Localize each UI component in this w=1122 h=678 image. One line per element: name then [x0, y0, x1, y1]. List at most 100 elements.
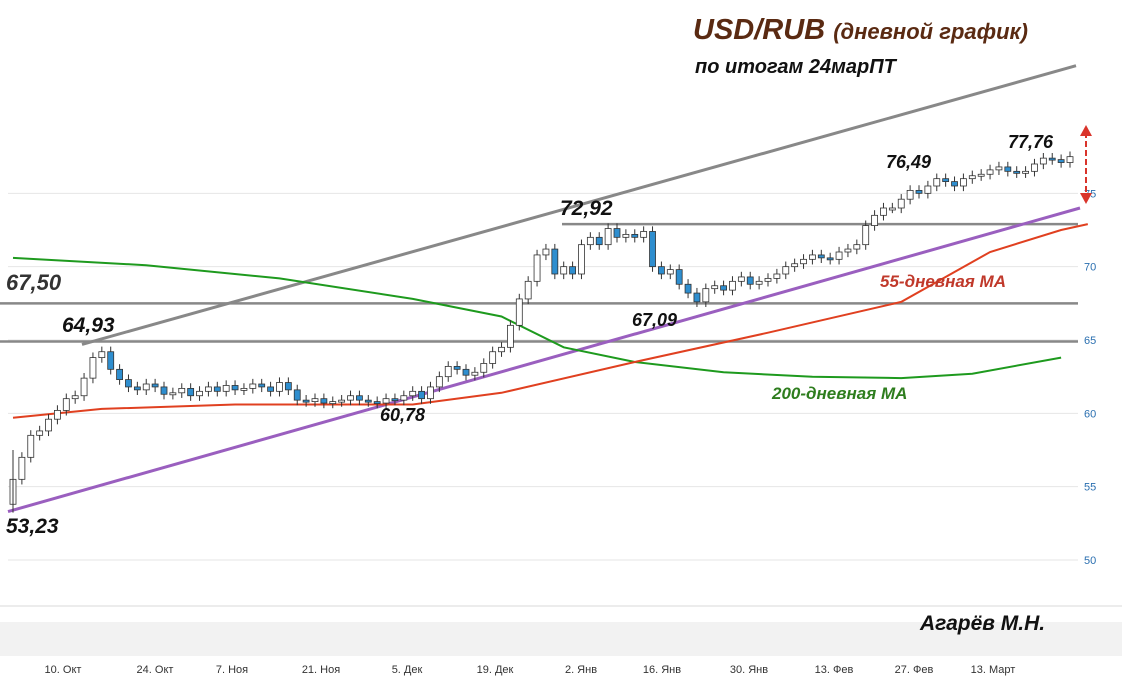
candle: [489, 351, 497, 364]
ma55-label: 55-дневная МА: [880, 272, 1006, 291]
y-tick-70: 70: [1084, 262, 1096, 274]
candle: [880, 207, 887, 216]
range-arrow-up: [1080, 125, 1092, 136]
candle: [755, 280, 763, 285]
candle: [782, 266, 790, 275]
candle: [578, 244, 585, 275]
candle: [400, 395, 408, 401]
candle: [80, 377, 88, 397]
x-tick-label: 27. Фев: [895, 664, 934, 676]
candle: [569, 266, 576, 275]
candle: [347, 395, 354, 401]
candle: [27, 434, 35, 458]
candle: [1004, 166, 1012, 172]
candle: [551, 248, 559, 275]
candle: [267, 386, 274, 392]
candle: [729, 280, 736, 291]
level-label-76-49: 76,49: [886, 152, 932, 172]
candle: [915, 189, 923, 194]
candle: [658, 266, 665, 275]
candle: [284, 382, 292, 391]
candle: [338, 399, 346, 403]
candle: [649, 231, 656, 268]
candle: [222, 385, 230, 392]
candle: [702, 288, 710, 303]
candle: [844, 248, 852, 253]
title-main: USD/RUB: [693, 14, 826, 46]
x-tick-label: 19. Дек: [477, 664, 514, 676]
candle: [89, 357, 97, 379]
candle: [933, 178, 941, 187]
x-tick-label: 5. Дек: [392, 664, 423, 676]
candle: [542, 248, 550, 256]
candle: [764, 277, 772, 282]
candle: [720, 285, 727, 291]
candle: [613, 228, 621, 238]
trend-line: [7, 206, 1081, 514]
candle: [391, 398, 399, 402]
candle: [462, 368, 470, 376]
candle: [311, 398, 319, 402]
candle: [18, 456, 26, 480]
candle: [45, 418, 52, 432]
candle: [62, 398, 70, 411]
candle: [684, 283, 692, 294]
candle: [116, 368, 123, 381]
x-tick-label: 2. Янв: [565, 664, 597, 676]
level-label-53-23: 53,23: [6, 515, 59, 538]
candle: [293, 389, 301, 401]
candle: [409, 390, 417, 397]
candle: [471, 371, 479, 376]
candle: [817, 254, 825, 259]
candle: [906, 189, 914, 200]
candle: [560, 266, 568, 275]
candle: [1013, 170, 1021, 174]
candle: [151, 383, 159, 388]
y-tick-60: 60: [1084, 408, 1096, 420]
candle: [631, 233, 639, 238]
ma55-line: [12, 223, 1089, 419]
candle: [835, 251, 843, 260]
candle: [320, 398, 328, 404]
candle: [773, 273, 781, 279]
candle: [604, 228, 612, 246]
candle: [36, 430, 44, 436]
candle: [791, 263, 799, 268]
candle: [240, 387, 248, 391]
x-tick-label: 16. Янв: [643, 664, 681, 676]
chart-title: USD/RUB (дневной график): [693, 14, 1028, 47]
candle: [187, 387, 195, 397]
candle: [196, 390, 203, 397]
candle: [951, 181, 958, 187]
candle: [622, 233, 630, 238]
candle: [507, 324, 514, 348]
candle: [968, 175, 976, 180]
level-label-77-76: 77,76: [1008, 132, 1054, 152]
candle: [435, 376, 443, 388]
candle: [746, 276, 754, 285]
candle: [826, 257, 834, 261]
candle: [169, 392, 177, 396]
candle: [178, 387, 186, 394]
candle: [711, 285, 719, 290]
candle: [809, 254, 816, 260]
candle: [862, 225, 870, 246]
x-tick-label: 13. Март: [971, 664, 1016, 676]
navigator-strip: [0, 622, 1122, 656]
y-tick-65: 65: [1084, 335, 1096, 347]
ma200-label: 200-дневная МА: [772, 384, 908, 403]
candle: [427, 386, 434, 400]
candle: [71, 395, 79, 400]
chart-subtitle: по итогам 24марПТ: [695, 56, 896, 78]
candle: [1031, 163, 1038, 172]
candle: [498, 346, 505, 353]
candle: [1048, 157, 1056, 161]
candle: [977, 173, 985, 177]
y-tick-55: 55: [1084, 482, 1096, 494]
candle: [480, 363, 488, 373]
candle: [924, 185, 932, 194]
candle: [1022, 170, 1029, 174]
channel-line: [81, 64, 1077, 346]
candle: [897, 198, 905, 209]
